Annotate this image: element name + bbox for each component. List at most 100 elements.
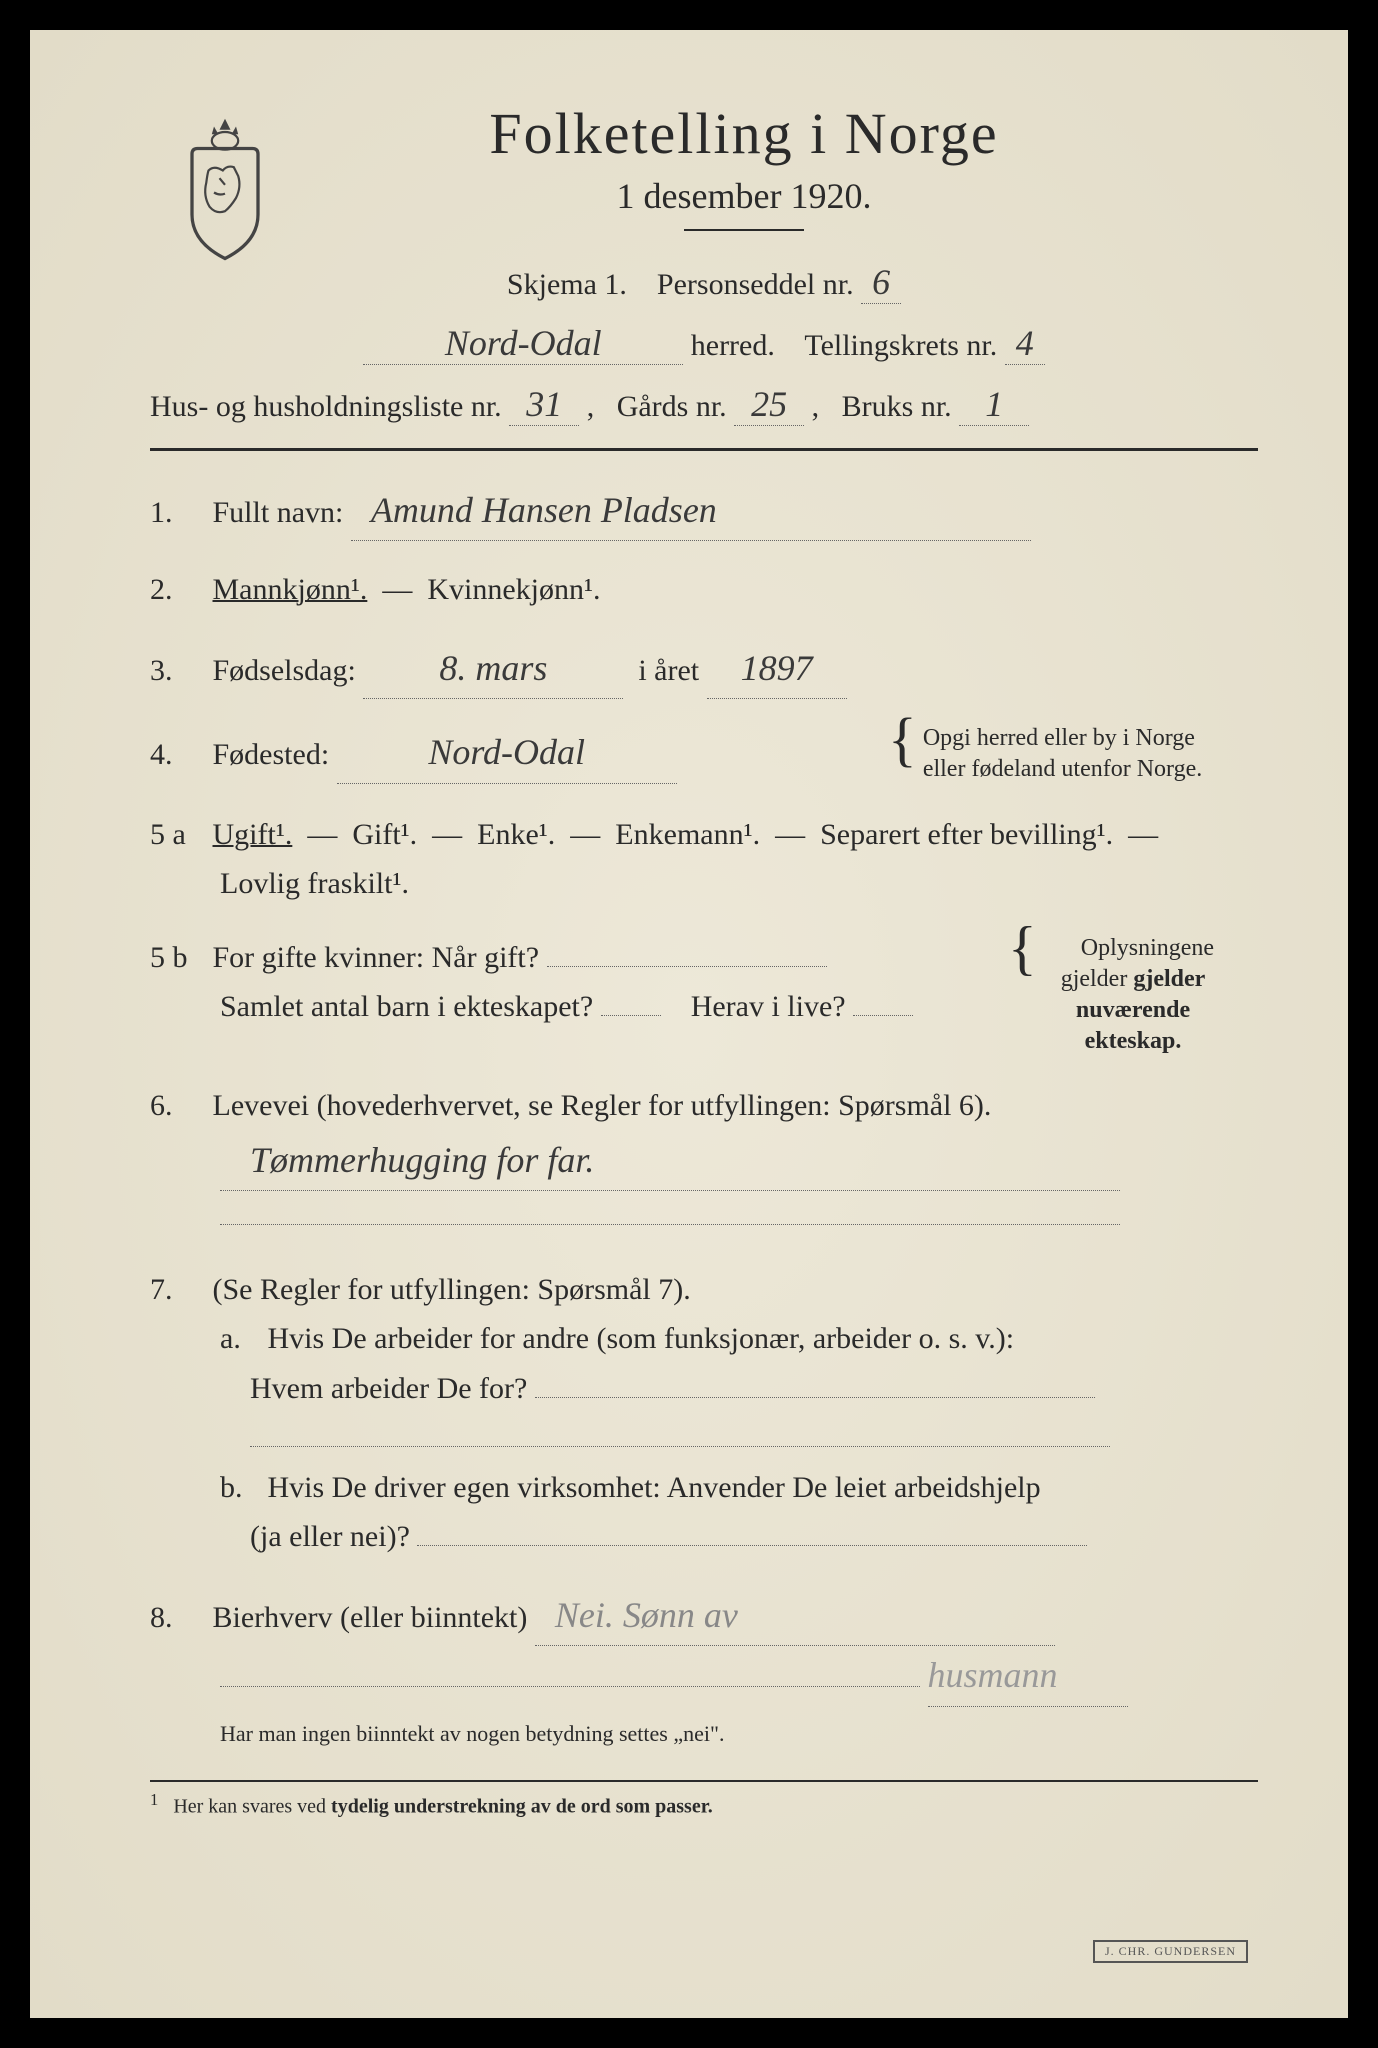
coat-of-arms-icon [170,110,280,260]
q5b-side1: Oplysningene [1081,935,1214,961]
date-subtitle: 1 desember 1920. [230,175,1258,217]
q4-note1: Opgi herred eller by i Norge [923,725,1195,751]
sep2: — [432,818,462,851]
q5a-enke: Enke¹. [477,818,555,851]
sep4: — [775,818,805,851]
q8-value1: Nei. Sønn av [535,1586,1055,1646]
q2-kvinne: Kvinnekjønn¹. [427,573,600,606]
q6-row: 6. Levevei (hovederhvervet, se Regler fo… [150,1081,1258,1240]
q1-row: 1. Fullt navn: Amund Hansen Pladsen [150,481,1258,541]
sep5: — [1128,818,1158,851]
q7a-letter: a. [220,1314,260,1364]
footnote-text: Her kan svares ved tydelig understreknin… [173,1796,712,1818]
q5a-enkemann: Enkemann¹. [615,818,760,851]
q7a-line2: Hvem arbeider De for? [250,1372,527,1405]
brace-icon: { [888,707,917,773]
q4-side-note: { Opgi herred eller by i Norge eller fød… [888,723,1258,785]
q7b-blank [417,1545,1087,1546]
q3-label: Fødselsdag: [213,654,356,687]
brace-icon-2: { [1008,933,1037,963]
q5b-label2: Samlet antal barn i ekteskapet? [220,990,593,1023]
q8-value2: husmann [928,1646,1128,1706]
header: Folketelling i Norge 1 desember 1920. [150,100,1258,231]
q8-blank [220,1686,920,1687]
q8-row: 8. Bierhverv (eller biinntekt) Nei. Sønn… [150,1586,1258,1756]
q7a-blank2 [250,1419,1110,1447]
q4-row: 4. Fødested: Nord-Odal { Opgi herred ell… [150,723,1258,785]
q5b-row: 5 b For gifte kvinner: Når gift? Samlet … [150,933,1258,1058]
printer-stamp: J. CHR. GUNDERSEN [1093,1940,1248,1963]
q3-year-label: i året [638,654,699,687]
q5b-num: 5 b [150,933,205,983]
q4-value: Nord-Odal [337,723,677,783]
q3-row: 3. Fødselsdag: 8. mars i året 1897 [150,639,1258,699]
footnote: 1 Her kan svares ved tydelig understrekn… [150,1780,1258,1819]
q4-note2: eller fødeland utenfor Norge. [923,756,1202,782]
q5b-blank1 [547,966,827,967]
tellingskrets-value: 4 [1005,322,1045,365]
q4-label: Fødested: [213,738,330,771]
husliste-label: Hus- og husholdningsliste nr. [150,390,502,423]
gards-label: Gårds nr. [617,390,727,423]
q5a-ugift: Ugift¹. [213,818,293,851]
q3-num: 3. [150,646,205,696]
husliste-value: 31 [509,383,579,426]
q7a-blank [535,1397,1095,1398]
q7-num: 7. [150,1265,205,1315]
q2-sep: — [382,573,412,606]
bruks-value: 1 [959,383,1029,426]
footnote-marker: 1 [150,1790,158,1809]
sep3: — [570,818,600,851]
q5b-label3: Herav i live? [691,990,846,1023]
q5a-separert: Separert efter bevilling¹. [820,818,1113,851]
document-page: Folketelling i Norge 1 desember 1920. Sk… [30,30,1348,2018]
q7b-line1: Hvis De driver egen virksomhet: Anvender… [268,1471,1041,1504]
q5b-side2: gjelder gjelder nuværende [1061,966,1206,1023]
q3-day-value: 8. mars [363,639,623,699]
sep1: — [307,818,337,851]
q6-num: 6. [150,1081,205,1131]
bruks-label: Bruks nr. [842,390,952,423]
q6-value: Tømmerhugging for far. [220,1131,1120,1191]
q7b-line2: (ja eller nei)? [250,1520,410,1553]
q6-blank [220,1195,1120,1225]
q4-num: 4. [150,730,205,780]
q1-value: Amund Hansen Pladsen [351,481,1031,541]
q6-label: Levevei (hovederhvervet, se Regler for u… [213,1089,992,1122]
q5b-side3: ekteskap. [1085,1028,1182,1054]
q5a-gift: Gift¹. [352,818,417,851]
q5a-row: 5 a Ugift¹. — Gift¹. — Enke¹. — Enkemann… [150,810,1258,909]
meta-row-2: Nord-Odal herred. Tellingskrets nr. 4 [150,322,1258,365]
q7-row: 7. (Se Regler for utfyllingen: Spørsmål … [150,1265,1258,1562]
q5b-side-note: { Oplysningene gjelder gjelder nuværende… [998,933,1258,1058]
q5b-label1: For gifte kvinner: Når gift? [213,941,540,974]
q5b-blank2 [601,1015,661,1016]
q8-num: 8. [150,1593,205,1643]
title-divider [684,229,804,231]
personseddel-label: Personseddel nr. [657,268,854,301]
herred-label: herred. [691,329,775,362]
q5a-fraskilt: Lovlig fraskilt¹. [220,867,409,900]
q2-mann: Mannkjønn¹. [213,573,368,606]
section-divider [150,448,1258,451]
q2-num: 2. [150,565,205,615]
gards-value: 25 [734,383,804,426]
tellingskrets-label: Tellingskrets nr. [804,329,997,362]
scan-background: Folketelling i Norge 1 desember 1920. Sk… [0,0,1378,2048]
meta-row-3: Hus- og husholdningsliste nr. 31 , Gårds… [150,383,1258,426]
q5b-main: 5 b For gifte kvinner: Når gift? Samlet … [150,933,998,1032]
q7-label: (Se Regler for utfyllingen: Spørsmål 7). [213,1273,691,1306]
q7b-letter: b. [220,1463,260,1513]
skjema-label: Skjema 1. [507,268,627,301]
q4-main: 4. Fødested: Nord-Odal [150,723,888,783]
q5b-blank3 [853,1015,913,1016]
q5a-num: 5 a [150,810,205,860]
herred-value: Nord-Odal [363,322,683,365]
crest-svg [170,110,280,264]
q3-year-value: 1897 [707,639,847,699]
q2-row: 2. Mannkjønn¹. — Kvinnekjønn¹. [150,565,1258,615]
q1-num: 1. [150,488,205,538]
q8-label: Bierhverv (eller biinntekt) [213,1601,528,1634]
q1-label: Fullt navn: [213,496,344,529]
main-title: Folketelling i Norge [230,100,1258,167]
